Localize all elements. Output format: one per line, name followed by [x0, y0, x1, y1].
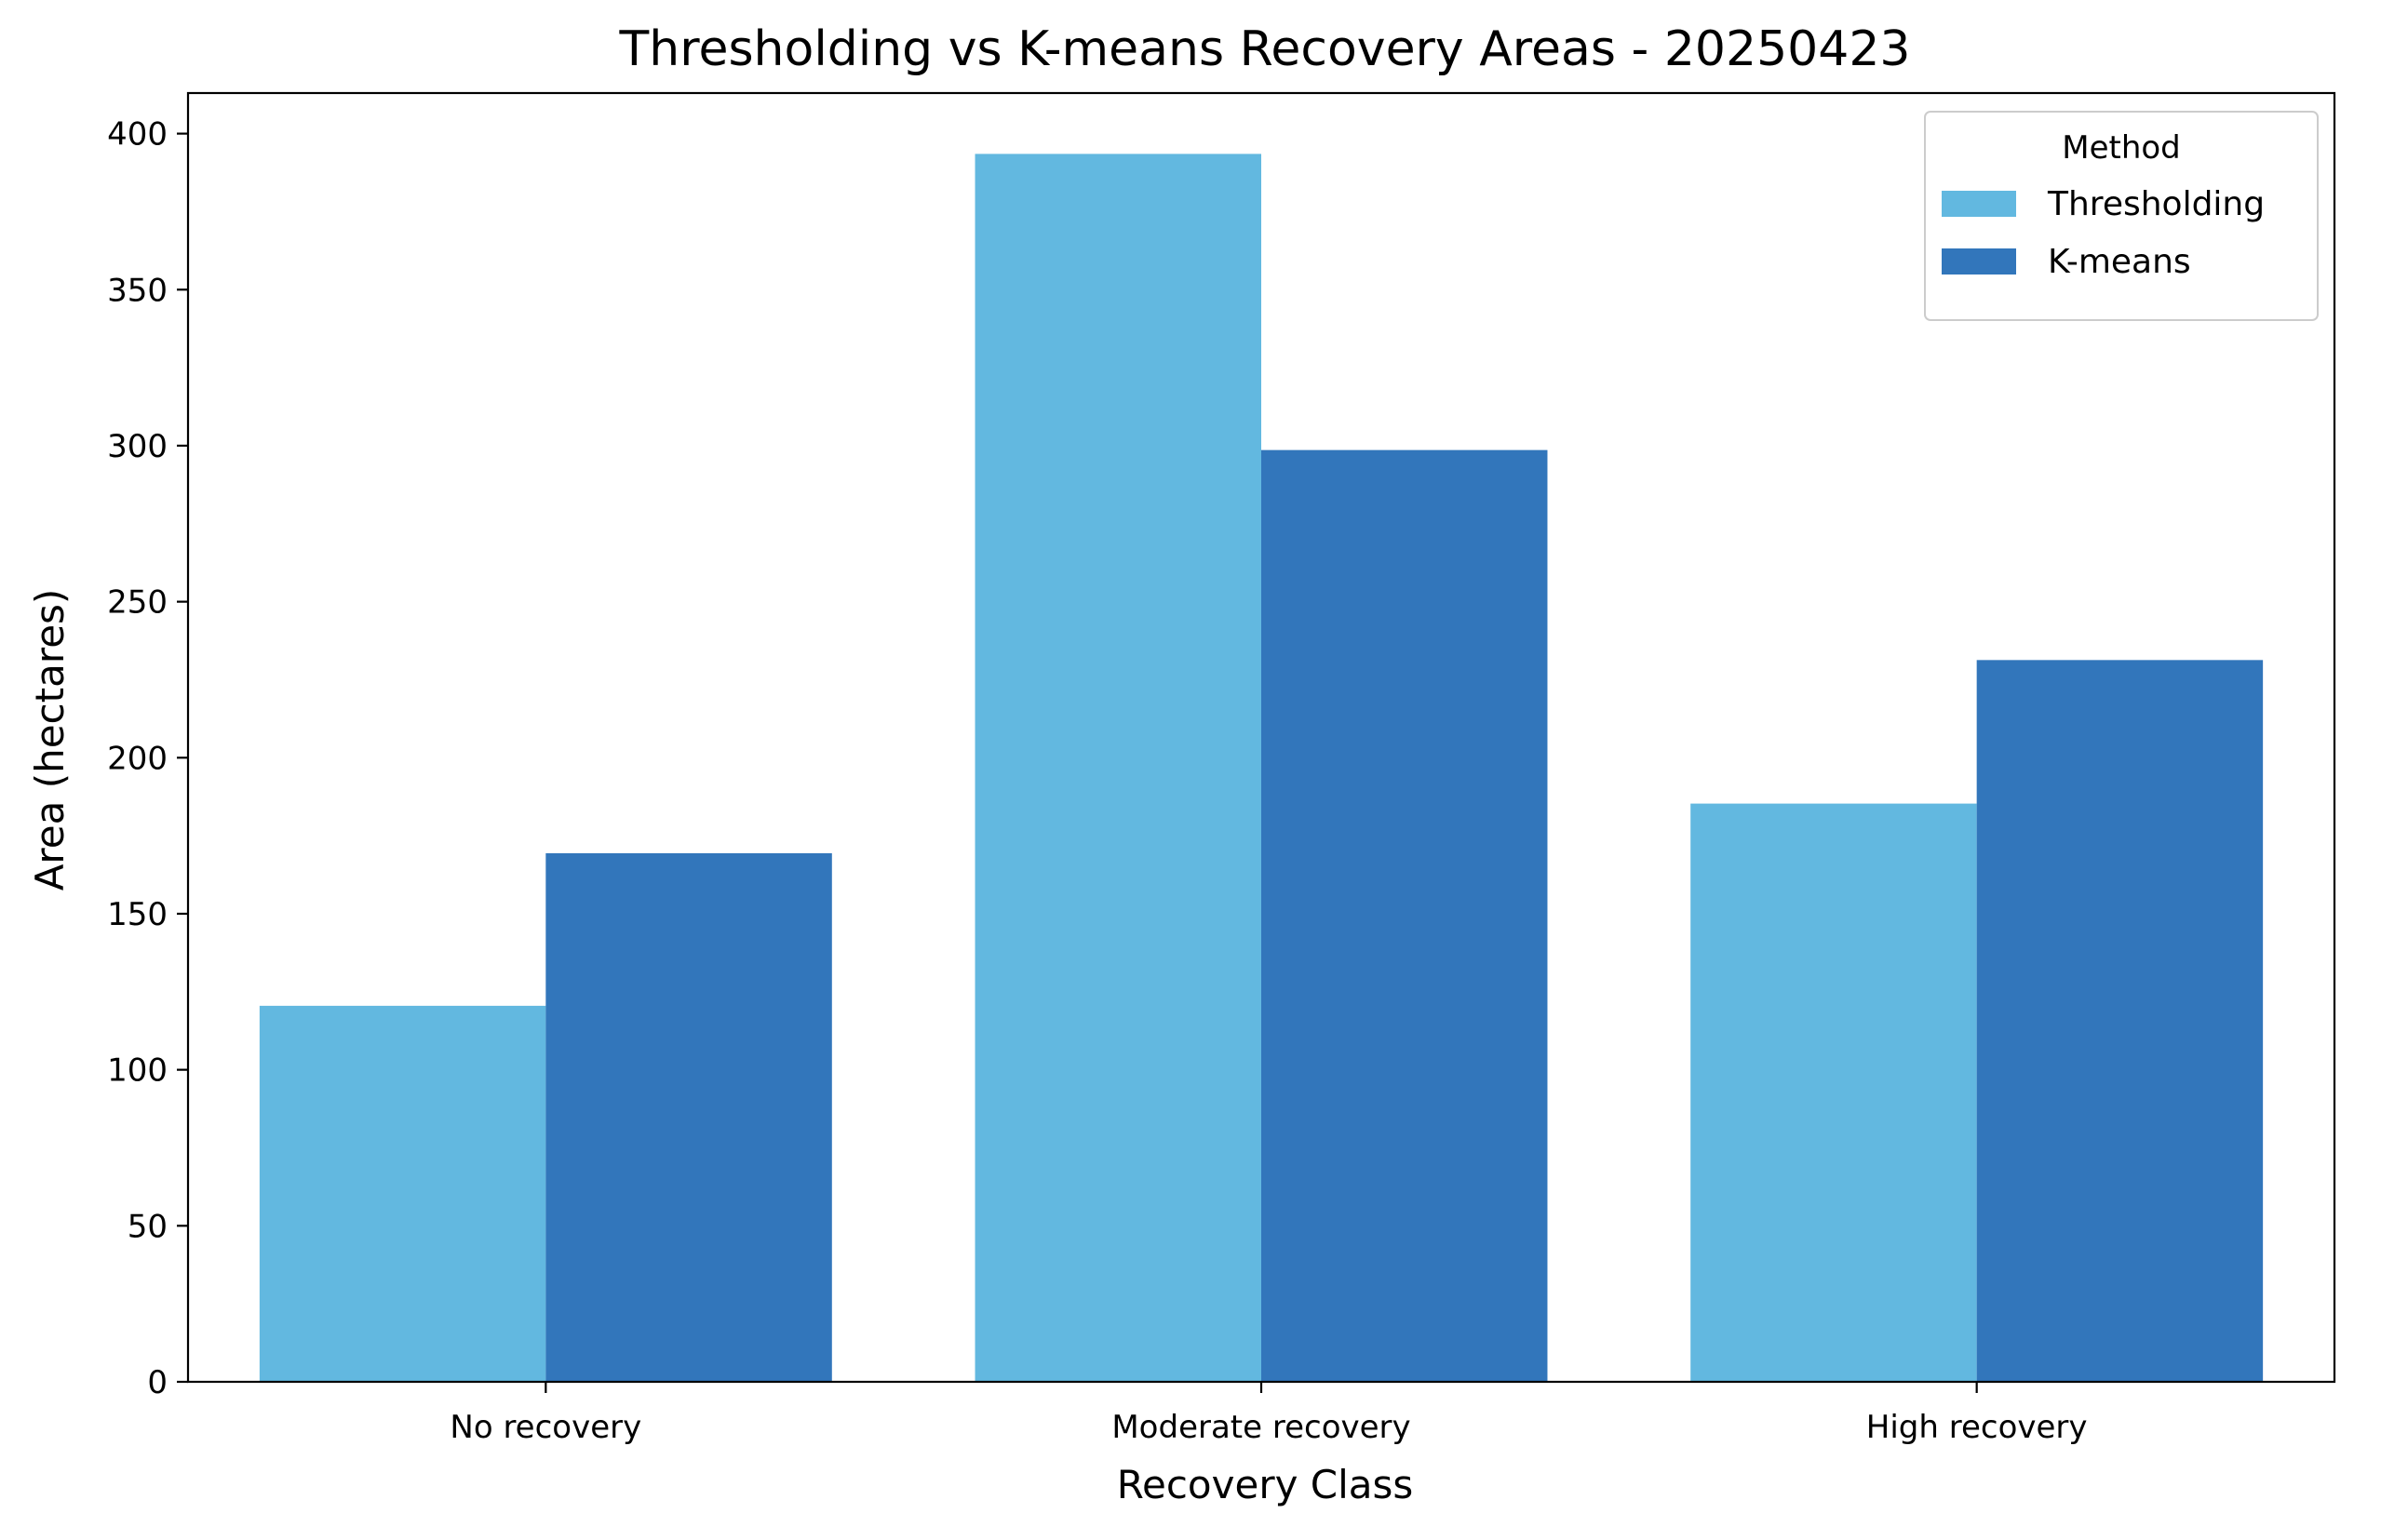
x-axis-label: Recovery Class	[1117, 1462, 1414, 1507]
axes: 0 50 100 150 200 250 300 350 400 No recovery Moder…	[107, 91, 2336, 1446]
bar-k-means-1	[1261, 449, 1548, 1383]
x-tick-label: Moderate recovery	[1111, 1409, 1410, 1446]
bar-thresholding-0	[259, 1005, 546, 1382]
legend-label-thresholding: Thresholding	[2047, 185, 2265, 223]
legend-swatch-k-means	[1942, 248, 2016, 275]
legend-box	[1924, 111, 2319, 321]
legend-title: Method	[2062, 129, 2181, 167]
bar-k-means-2	[1976, 660, 2264, 1382]
y-tick-label: 100	[107, 1052, 168, 1090]
y-tick-label: 200	[107, 740, 168, 777]
y-tick-label: 250	[107, 584, 168, 622]
chart-title: Thresholding vs K-means Recovery Areas -…	[619, 21, 1911, 77]
legend: Method Thresholding K-means	[1924, 111, 2319, 321]
bar-thresholding-1	[975, 154, 1261, 1383]
legend-swatch-thresholding	[1942, 191, 2016, 217]
y-tick-label: 150	[107, 896, 168, 933]
bar-thresholding-2	[1690, 803, 1977, 1382]
y-tick-label: 300	[107, 428, 168, 465]
y-tick-label: 400	[107, 116, 168, 154]
x-tick-label: No recovery	[450, 1409, 641, 1446]
y-tick-label: 0	[147, 1364, 168, 1401]
y-tick-label: 350	[107, 272, 168, 309]
legend-label-k-means: K-means	[2048, 243, 2191, 281]
y-tick-label: 50	[128, 1208, 168, 1245]
bar-k-means-0	[545, 852, 832, 1382]
y-axis-label: Area (hectares)	[27, 589, 73, 891]
x-tick-label: High recovery	[1866, 1409, 2088, 1446]
plot-area	[259, 154, 2264, 1383]
